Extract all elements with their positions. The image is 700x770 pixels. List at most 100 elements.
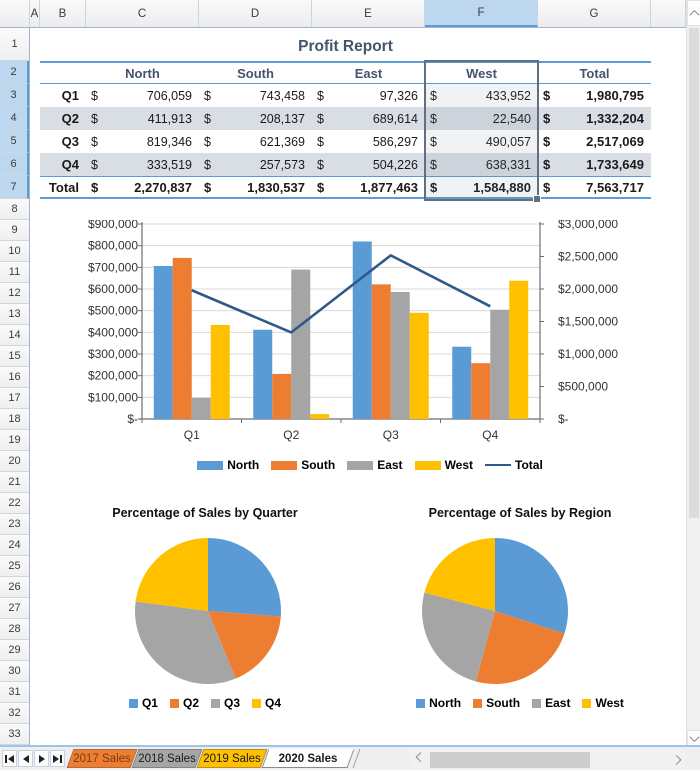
row-header-22[interactable]: 22 [0, 493, 29, 514]
row-header-27[interactable]: 27 [0, 598, 29, 619]
row-header-8[interactable]: 8 [0, 199, 29, 220]
row-header-17[interactable]: 17 [0, 388, 29, 409]
row-header-23[interactable]: 23 [0, 514, 29, 535]
scroll-left-icon[interactable] [412, 750, 428, 767]
pie-slice-north [495, 538, 568, 634]
cell-E6[interactable]: $504,226 [312, 153, 425, 176]
row-header-16[interactable]: 16 [0, 367, 29, 388]
last-sheet-icon[interactable] [50, 750, 65, 767]
row-header-28[interactable]: 28 [0, 619, 29, 640]
column-header-E[interactable]: E [312, 0, 425, 27]
cell-D3[interactable]: $743,458 [199, 84, 312, 107]
horizontal-scrollbar[interactable] [410, 749, 686, 768]
table-header-west[interactable]: West [466, 65, 497, 81]
cell-D4[interactable]: $208,137 [199, 107, 312, 130]
next-sheet-icon[interactable] [34, 750, 49, 767]
vertical-scrollbar[interactable] [686, 0, 700, 747]
cell-B7[interactable]: Total [48, 179, 79, 195]
column-header-B[interactable]: B [40, 0, 86, 27]
row-header-19[interactable]: 19 [0, 430, 29, 451]
row-header-4[interactable]: 4 [0, 107, 29, 130]
pie-chart-quarter[interactable] [133, 536, 283, 686]
cell-G3[interactable]: $1,980,795 [538, 84, 651, 107]
cell-F4[interactable]: $22,540 [425, 107, 538, 130]
row-header-11[interactable]: 11 [0, 262, 29, 283]
cell-F3[interactable]: $433,952 [425, 84, 538, 107]
column-header-C[interactable]: C [86, 0, 199, 27]
column-header-D[interactable]: D [199, 0, 312, 27]
cell-G6[interactable]: $1,733,649 [538, 153, 651, 176]
row-header-24[interactable]: 24 [0, 535, 29, 556]
select-all-corner[interactable] [0, 0, 30, 27]
row-header-31[interactable]: 31 [0, 682, 29, 703]
cell-B4[interactable]: Q2 [61, 111, 79, 126]
cell-C3[interactable]: $706,059 [86, 84, 199, 107]
cell-E4[interactable]: $689,614 [312, 107, 425, 130]
row-header-1[interactable]: 1 [0, 28, 29, 61]
cell-C5[interactable]: $819,346 [86, 130, 199, 153]
cell-C4[interactable]: $411,913 [86, 107, 199, 130]
row-header-12[interactable]: 12 [0, 283, 29, 304]
cell-D5[interactable]: $621,369 [199, 130, 312, 153]
row-header-3[interactable]: 3 [0, 84, 29, 107]
scroll-up-icon[interactable] [687, 0, 700, 26]
cell-D6[interactable]: $257,573 [199, 153, 312, 176]
column-header-G[interactable]: G [538, 0, 651, 27]
row-header-33[interactable]: 33 [0, 724, 29, 745]
cell-B3[interactable]: Q1 [61, 88, 79, 103]
table-header-south[interactable]: South [237, 65, 274, 81]
sheet-tab-2017-sales[interactable]: 2017 Sales [66, 749, 138, 768]
row-header-20[interactable]: 20 [0, 451, 29, 472]
table-header-north[interactable]: North [125, 65, 160, 81]
cell-F7[interactable]: $1,584,880 [425, 177, 538, 197]
column-header-partial[interactable] [651, 0, 686, 27]
row-header-9[interactable]: 9 [0, 220, 29, 241]
row-header-32[interactable]: 32 [0, 703, 29, 724]
cell-E5[interactable]: $586,297 [312, 130, 425, 153]
sheet-tab-2018-sales[interactable]: 2018 Sales [131, 749, 203, 768]
table-header-total[interactable]: Total [579, 65, 610, 81]
row-header-6[interactable]: 6 [0, 153, 29, 176]
row-header-29[interactable]: 29 [0, 640, 29, 661]
row-header-15[interactable]: 15 [0, 346, 29, 367]
cell-D7[interactable]: $1,830,537 [199, 177, 312, 197]
row-header-26[interactable]: 26 [0, 577, 29, 598]
column-header-F[interactable]: F [425, 0, 538, 27]
combo-chart[interactable]: $- $100,000 $200,000 $300,000 $400,000 $500,0… [85, 220, 655, 458]
cell-B6[interactable]: Q4 [61, 157, 79, 172]
vertical-scrollbar-thumb[interactable] [689, 28, 699, 518]
cell-B5[interactable]: Q3 [61, 134, 79, 149]
row-header-7[interactable]: 7 [0, 176, 29, 199]
sheet-tab-2019-sales[interactable]: 2019 Sales [196, 749, 268, 768]
horizontal-scrollbar-thumb[interactable] [430, 752, 590, 768]
row-header-10[interactable]: 10 [0, 241, 29, 262]
cell-C7[interactable]: $2,270,837 [86, 177, 199, 197]
cell-C6[interactable]: $333,519 [86, 153, 199, 176]
scroll-right-icon[interactable] [668, 750, 684, 767]
table-header-blank[interactable] [40, 63, 86, 83]
cell-G7[interactable]: $7,563,717 [538, 177, 651, 197]
cell-E7[interactable]: $1,877,463 [312, 177, 425, 197]
tab-divider [352, 749, 361, 768]
cell-G5[interactable]: $2,517,069 [538, 130, 651, 153]
cell-F6[interactable]: $638,331 [425, 153, 538, 176]
cell-F5[interactable]: $490,057 [425, 130, 538, 153]
sheet-tab-2020-sales[interactable]: 2020 Sales [261, 749, 355, 768]
row-header-30[interactable]: 30 [0, 661, 29, 682]
pie-chart-region[interactable] [420, 536, 570, 686]
svg-text:Q2: Q2 [283, 428, 299, 442]
row-header-5[interactable]: 5 [0, 130, 29, 153]
cell-E3[interactable]: $97,326 [312, 84, 425, 107]
cell-G4[interactable]: $1,332,204 [538, 107, 651, 130]
row-header-13[interactable]: 13 [0, 304, 29, 325]
row-header-14[interactable]: 14 [0, 325, 29, 346]
row-header-25[interactable]: 25 [0, 556, 29, 577]
worksheet[interactable]: Profit Report North South East West Total Q1 $… [30, 28, 686, 745]
first-sheet-icon[interactable] [2, 750, 17, 767]
row-header-18[interactable]: 18 [0, 409, 29, 430]
row-header-21[interactable]: 21 [0, 472, 29, 493]
column-header-A[interactable]: A [30, 0, 40, 27]
row-header-2[interactable]: 2 [0, 61, 29, 84]
table-header-east[interactable]: East [354, 65, 383, 81]
previous-sheet-icon[interactable] [18, 750, 33, 767]
